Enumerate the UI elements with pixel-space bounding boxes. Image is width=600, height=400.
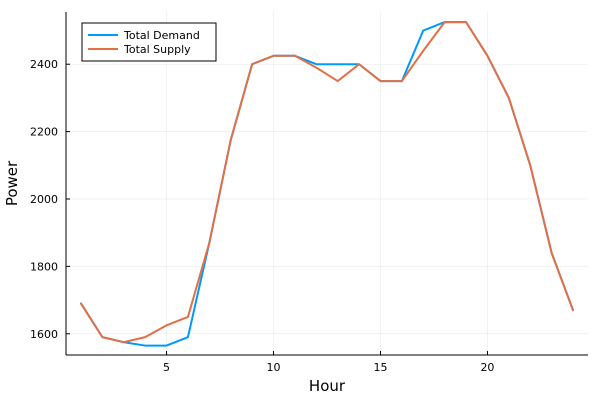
legend-label: Total Demand — [123, 29, 200, 42]
series-layer — [79, 21, 575, 347]
legend-label: Total Supply — [123, 43, 191, 56]
axes-layer — [65, 12, 588, 356]
y-axis-label: Power — [3, 160, 21, 206]
series-line-total-supply — [79, 21, 575, 344]
x-tick-label: 5 — [163, 361, 170, 374]
x-tick-label: 20 — [480, 361, 494, 374]
x-tick-label: 10 — [267, 361, 281, 374]
x-tick-label: 15 — [373, 361, 387, 374]
series-line-total-demand — [79, 21, 575, 347]
y-tick-label: 1800 — [30, 260, 58, 273]
legend-box — [81, 22, 217, 62]
ticks-layer: 5 10 15 20 1600 1800 2000 2200 2400 — [30, 58, 494, 374]
y-tick-label: 1600 — [30, 328, 58, 341]
y-tick-label: 2000 — [30, 193, 58, 206]
x-axis-label: Hour — [309, 377, 346, 395]
y-tick-label: 2200 — [30, 126, 58, 139]
y-tick-label: 2400 — [30, 58, 58, 71]
